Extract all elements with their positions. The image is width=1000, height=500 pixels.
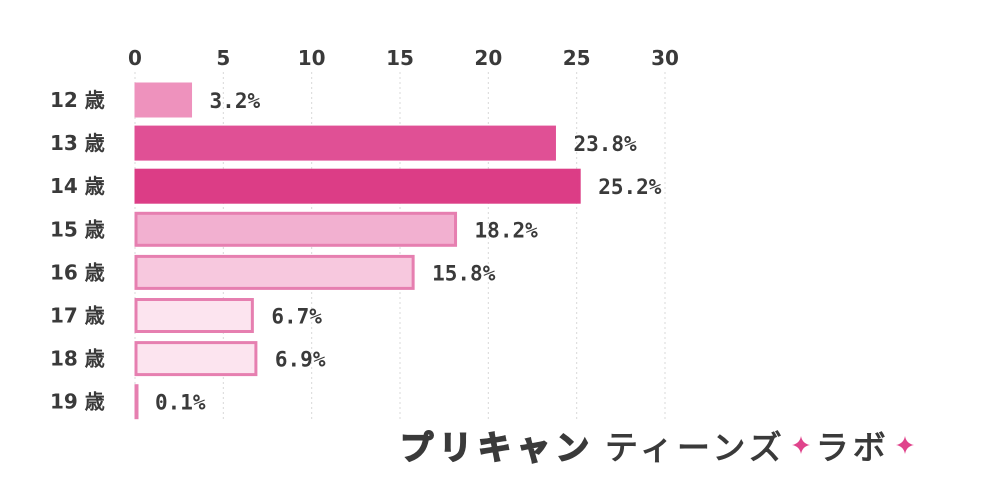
x-tick-label: 15 <box>386 46 414 70</box>
category-label: 14 歳 <box>50 174 105 198</box>
data-label: 18.2% <box>475 218 539 242</box>
bar <box>134 125 556 161</box>
bar <box>134 168 581 204</box>
x-tick-label: 25 <box>563 46 591 70</box>
x-tick-label: 0 <box>128 46 142 70</box>
x-tick-label: 10 <box>298 46 326 70</box>
brand-name-part1: プリキャン <box>399 427 595 468</box>
bar-chart: 0 5 10 15 20 25 30 12 歳 13 歳 14 歳 15 歳 16 歳 17 歳 18 … <box>50 46 679 420</box>
category-label: 18 歳 <box>50 347 105 371</box>
bar <box>134 211 458 247</box>
x-tick-label: 30 <box>651 46 679 70</box>
data-label: 25.2% <box>598 175 662 199</box>
x-tick-label: 5 <box>216 46 230 70</box>
brand-logo: プリキャン ティーンズ ラボ <box>399 420 960 470</box>
bar <box>134 384 139 420</box>
x-tick-label: 20 <box>474 46 502 70</box>
x-axis-ticks: 0 5 10 15 20 25 30 <box>128 46 679 70</box>
data-labels: 3.2% 23.8% 25.2% 18.2% 15.8% 6.7% 6.9% 0.1% <box>155 89 662 415</box>
sparkle-icon <box>791 436 810 454</box>
category-label: 17 歳 <box>50 304 105 328</box>
data-label: 6.9% <box>275 348 326 372</box>
category-label: 12 歳 <box>50 88 105 112</box>
data-label: 6.7% <box>271 305 322 329</box>
data-label: 3.2% <box>210 89 261 113</box>
data-label: 23.8% <box>573 132 637 156</box>
bar <box>134 82 193 118</box>
bar <box>134 254 415 290</box>
sparkle-icon <box>895 436 914 454</box>
bar <box>134 341 258 377</box>
data-label: 0.1% <box>155 391 206 415</box>
brand-name-part2: ティーンズ <box>605 428 786 467</box>
category-label: 15 歳 <box>50 217 105 241</box>
bar <box>134 298 254 333</box>
category-label: 13 歳 <box>50 131 105 155</box>
category-label: 16 歳 <box>50 260 105 284</box>
brand-name-part3: ラボ <box>815 428 890 467</box>
category-label: 19 歳 <box>50 390 105 414</box>
category-labels: 12 歳 13 歳 14 歳 15 歳 16 歳 17 歳 18 歳 19 歳 <box>50 88 105 414</box>
data-label: 15.8% <box>432 261 496 285</box>
bars <box>134 82 581 420</box>
